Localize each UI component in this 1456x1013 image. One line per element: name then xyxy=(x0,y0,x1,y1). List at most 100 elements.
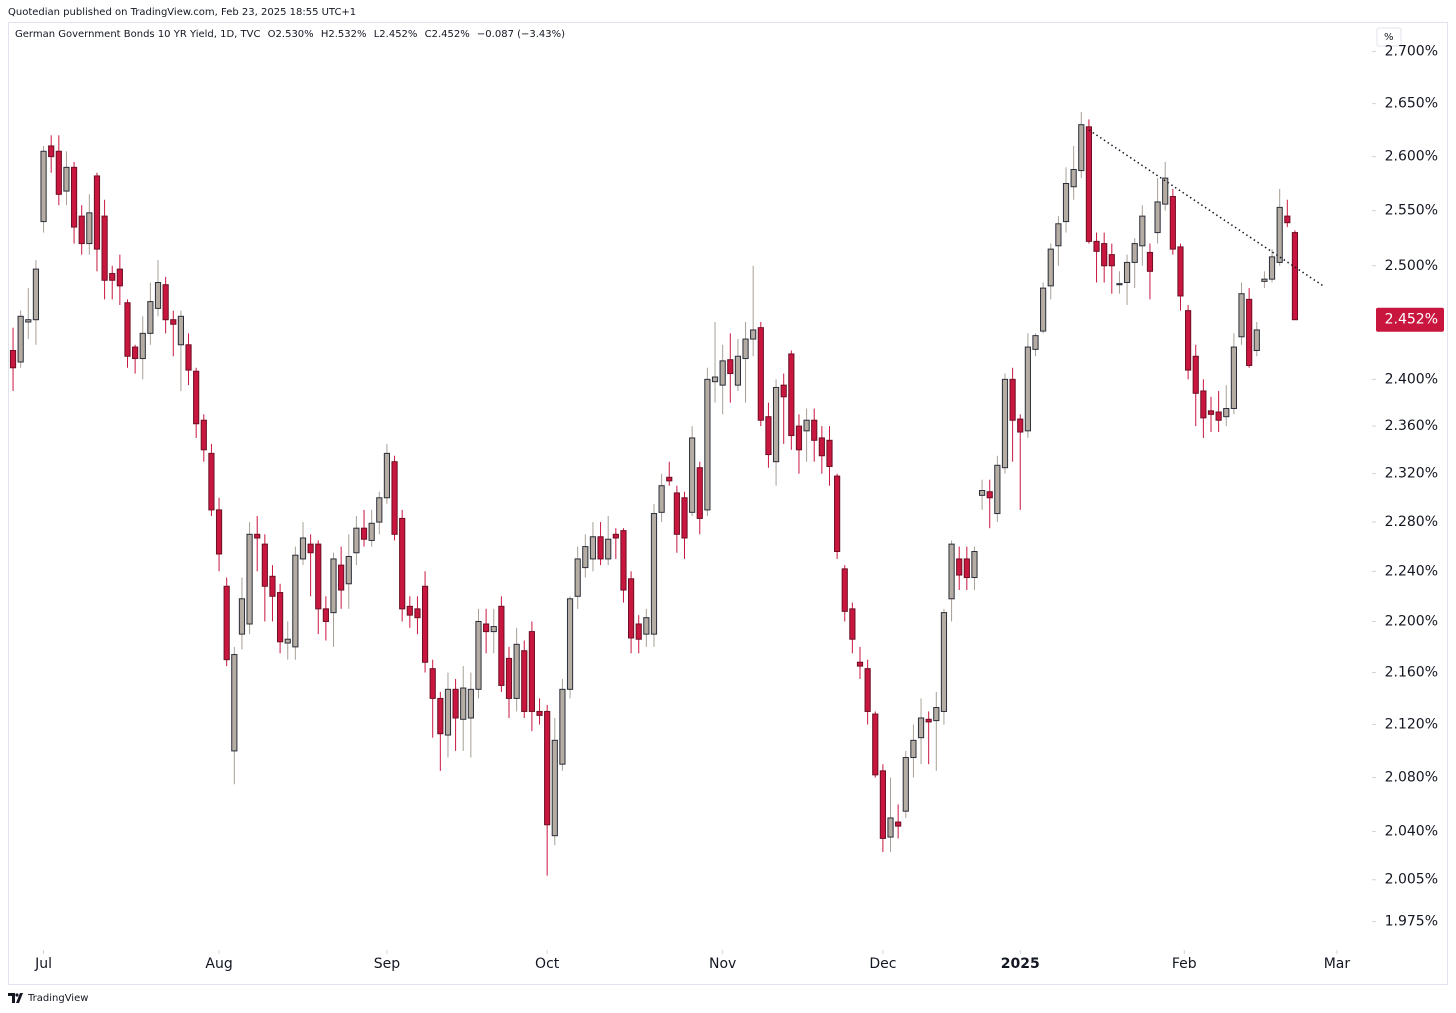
candle-body xyxy=(1169,196,1176,250)
candle-body xyxy=(391,461,398,535)
candle-body xyxy=(650,513,658,635)
candle-body xyxy=(299,537,307,560)
candle-body xyxy=(269,575,276,597)
candle-body xyxy=(170,319,177,325)
candle-body xyxy=(139,332,146,360)
candle-body xyxy=(1040,287,1047,332)
candle-body xyxy=(1200,390,1207,419)
candle-body xyxy=(986,491,993,499)
candle-body xyxy=(147,301,154,334)
y-tick-label: 2.040% xyxy=(1385,824,1438,840)
candle-body xyxy=(1223,407,1230,418)
candle-body xyxy=(940,612,948,712)
candle-body xyxy=(48,145,55,158)
candle-body xyxy=(1146,251,1154,272)
candle-body xyxy=(818,437,825,457)
candle-body xyxy=(322,608,329,622)
ohlc-change: −0.087 (−3.43%) xyxy=(477,29,565,40)
y-tick-label: 2.500% xyxy=(1385,258,1438,274)
candle-body xyxy=(70,166,78,228)
candle-body xyxy=(1253,329,1260,352)
candle-body xyxy=(971,551,978,579)
candle-body xyxy=(1085,126,1093,242)
candle-body xyxy=(421,585,429,663)
y-tick-label: 2.400% xyxy=(1385,371,1438,387)
y-tick-label: 2.160% xyxy=(1385,665,1438,681)
x-tick-label: Oct xyxy=(535,956,560,972)
candle-body xyxy=(620,530,627,591)
candle-body xyxy=(528,631,535,712)
candle-body xyxy=(734,355,742,386)
candle-body xyxy=(834,475,841,553)
unit-box[interactable] xyxy=(1376,27,1402,47)
candle-body xyxy=(1192,355,1199,394)
y-tick-label: 2.650% xyxy=(1385,96,1438,112)
candle-body xyxy=(1032,335,1039,350)
y-tick-label: 2.240% xyxy=(1385,563,1438,579)
candle-body xyxy=(1017,418,1024,433)
candle-body xyxy=(32,268,40,321)
candle-body xyxy=(1185,310,1192,371)
candle-body xyxy=(109,273,116,281)
candle-body xyxy=(1261,278,1268,282)
candle-body xyxy=(589,536,597,560)
candle-body xyxy=(1131,243,1138,263)
candle-body xyxy=(803,419,810,432)
candle-body xyxy=(521,650,528,712)
candle-body xyxy=(544,710,551,826)
candle-body xyxy=(902,757,909,812)
candle-body xyxy=(574,558,581,597)
candle-body xyxy=(597,536,604,560)
candle-body xyxy=(704,378,711,511)
footer-brand: TradingView xyxy=(27,993,88,1004)
candle-body xyxy=(895,821,902,827)
candle-body xyxy=(284,638,291,644)
candle-body xyxy=(696,467,703,519)
candle-body xyxy=(559,688,566,765)
ohlc-open: O2.530% xyxy=(268,29,314,40)
candle-body xyxy=(25,319,32,323)
candle-body xyxy=(1276,206,1283,263)
candle-body xyxy=(231,654,238,752)
x-tick-label: Nov xyxy=(709,956,736,972)
candle-body xyxy=(1154,201,1161,234)
candle-body xyxy=(63,166,70,192)
last-price-label: 2.452% xyxy=(1385,312,1438,328)
candle-body xyxy=(1177,246,1184,297)
candle-body xyxy=(925,718,932,723)
candle-body xyxy=(551,739,558,837)
candle-body xyxy=(17,315,24,363)
y-tick-label: 2.320% xyxy=(1385,466,1438,482)
candle-body xyxy=(193,370,200,425)
candle-body xyxy=(368,522,375,541)
candle-body xyxy=(101,215,108,281)
y-tick-label: 2.200% xyxy=(1385,613,1438,629)
candle-body xyxy=(238,598,246,635)
candle-body xyxy=(399,517,406,610)
candle-body xyxy=(963,558,970,579)
candle-body xyxy=(9,350,17,369)
candle-body xyxy=(1116,283,1123,286)
candle-body xyxy=(910,739,917,759)
candle-body xyxy=(93,175,101,250)
candle-body xyxy=(1207,410,1215,415)
x-tick-label: Feb xyxy=(1172,956,1197,972)
candle-body xyxy=(483,623,490,633)
candle-body xyxy=(124,302,131,357)
last-price-box xyxy=(1376,307,1444,332)
candle-body xyxy=(376,497,383,523)
candle-body xyxy=(338,564,345,591)
candle-body xyxy=(292,554,299,648)
candle-body xyxy=(55,150,62,195)
candle-body xyxy=(811,419,818,441)
candle-body xyxy=(1108,254,1115,267)
candle-body xyxy=(780,384,787,398)
candle-body xyxy=(1101,243,1108,267)
candle-body xyxy=(1047,248,1054,287)
candle-body xyxy=(605,538,612,560)
candle-body xyxy=(498,605,505,686)
candle-body xyxy=(956,558,963,576)
candle-body xyxy=(689,437,696,513)
y-tick-label: 1.975% xyxy=(1385,914,1438,930)
candle-body xyxy=(406,605,413,616)
